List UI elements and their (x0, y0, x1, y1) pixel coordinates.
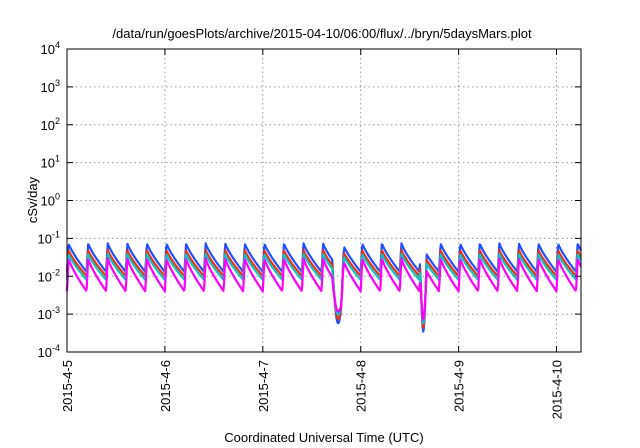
y-tick-label: 104 (41, 40, 60, 57)
y-tick-labels: 10-4 10-3 10-2 10-1 100 101 102 103 104 (38, 40, 60, 360)
plot-frame (66, 48, 582, 353)
series-line-1 (65, 242, 582, 333)
y-axis-label: cSv/day (25, 176, 40, 223)
series-line-4 (65, 257, 582, 321)
y-tick-label: 10-4 (38, 343, 60, 360)
y-tick-label: 10-1 (38, 229, 60, 246)
y-tick-label: 100 (41, 192, 60, 209)
series-group (65, 242, 582, 333)
y-tick-label: 10-2 (38, 267, 60, 284)
series-line-2 (65, 249, 582, 329)
x-tick-label: 2015-4-7 (256, 360, 271, 412)
grid (67, 49, 581, 352)
chart-title: /data/run/goesPlots/archive/2015-04-10/0… (112, 26, 532, 41)
x-tick-label: 2015-4-8 (354, 360, 369, 412)
x-tick-label: 2015-4-6 (158, 360, 173, 412)
y-tick-label: 101 (41, 154, 60, 171)
x-tick-label: 2015-4-10 (550, 360, 565, 419)
x-tick-label: 2015-4-5 (60, 360, 75, 412)
y-tick-label: 10-3 (38, 305, 60, 322)
y-tick-label: 102 (41, 116, 60, 133)
series-line-3 (65, 252, 582, 325)
x-tick-label: 2015-4-9 (452, 360, 467, 412)
x-axis-label: Coordinated Universal Time (UTC) (224, 430, 423, 445)
y-tick-label: 103 (41, 78, 60, 95)
x-tick-labels: 2015-4-5 2015-4-6 2015-4-7 2015-4-8 2015-4-9… (60, 360, 565, 419)
